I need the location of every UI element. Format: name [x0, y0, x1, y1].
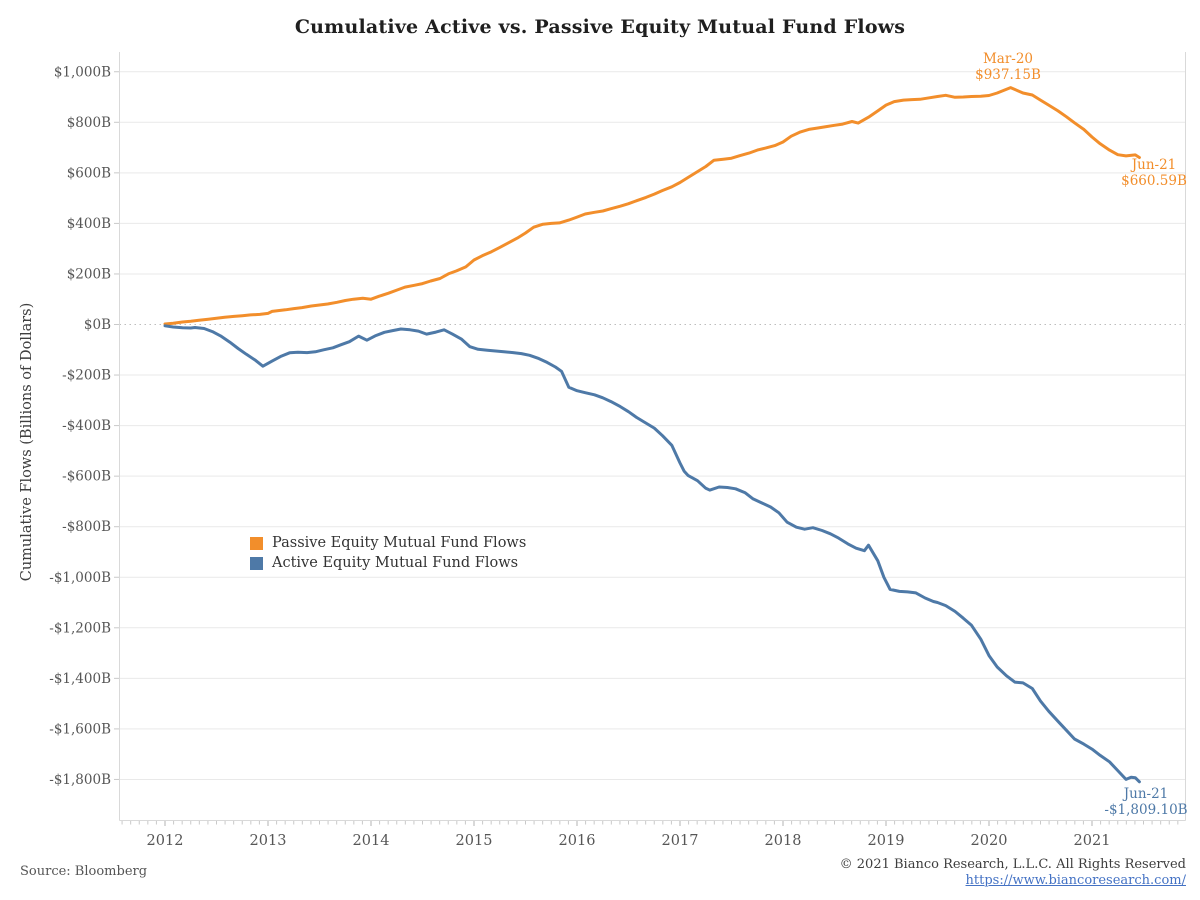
- svg-text:$400B: $400B: [67, 216, 111, 232]
- x-ticks: [121, 820, 1179, 826]
- passive-series-swatch: [250, 536, 263, 550]
- legend-label-active: Active Equity Mutual Fund Flows: [272, 555, 519, 571]
- plot-area: $1,000B $800B $600B $400B $200B $0B -$200B -$40…: [49, 52, 1186, 849]
- svg-text:-$1,800B: -$1,800B: [49, 772, 111, 788]
- svg-text:$200B: $200B: [67, 266, 111, 282]
- svg-text:2015: 2015: [456, 833, 493, 849]
- annotation-jun21-active-date: Jun-21: [1123, 786, 1169, 802]
- svg-text:-$600B: -$600B: [62, 469, 111, 485]
- y-tick-labels: $1,000B $800B $600B $400B $200B $0B -$200B -$40…: [49, 64, 111, 788]
- source-label: Source: Bloomberg: [20, 864, 148, 879]
- svg-text:$0B: $0B: [84, 317, 111, 333]
- annotation-jun21-active: Jun-21 -$1,809.10B: [1104, 786, 1188, 818]
- svg-text:-$800B: -$800B: [62, 519, 111, 535]
- svg-text:2016: 2016: [559, 833, 596, 849]
- legend-label-passive: Passive Equity Mutual Fund Flows: [272, 535, 527, 551]
- svg-text:2013: 2013: [250, 833, 287, 849]
- annotation-jun21-passive: Jun-21 $660.59B: [1121, 157, 1187, 189]
- y-gridlines: [114, 71, 1186, 780]
- svg-text:2020: 2020: [971, 833, 1008, 849]
- active-series-swatch: [250, 556, 263, 570]
- annotation-mar20-peak: Mar-20 $937.15B: [975, 51, 1041, 83]
- annotation-mar20-value: $937.15B: [975, 66, 1041, 83]
- svg-text:-$400B: -$400B: [62, 418, 111, 434]
- legend: Passive Equity Mutual Fund Flows Active …: [250, 533, 526, 573]
- annotation-jun21-active-value: -$1,809.10B: [1104, 801, 1188, 818]
- svg-text:$600B: $600B: [67, 165, 111, 181]
- svg-text:2014: 2014: [353, 833, 390, 849]
- svg-text:-$1,000B: -$1,000B: [49, 570, 111, 586]
- annotation-mar20-date: Mar-20: [982, 51, 1034, 67]
- svg-text:-$200B: -$200B: [62, 368, 111, 384]
- svg-text:-$1,600B: -$1,600B: [49, 721, 111, 737]
- svg-text:2019: 2019: [868, 833, 905, 849]
- svg-text:$1,000B: $1,000B: [54, 64, 111, 80]
- legend-item-active: Active Equity Mutual Fund Flows: [250, 553, 526, 573]
- svg-text:2021: 2021: [1074, 833, 1111, 849]
- page-title: Cumulative Active vs. Passive Equity Mut…: [294, 16, 906, 38]
- svg-text:2017: 2017: [662, 833, 699, 849]
- svg-text:$800B: $800B: [67, 115, 111, 131]
- active-flows-line: [163, 324, 1141, 784]
- svg-text:2012: 2012: [147, 833, 184, 849]
- svg-text:-$1,200B: -$1,200B: [49, 620, 111, 636]
- footer-attribution: © 2021 Bianco Research, L.L.C. All Right…: [840, 857, 1186, 889]
- passive-flows-line: [163, 86, 1141, 326]
- x-tick-labels: 2012 2013 2014 2015 2016 2017 2018 2019 2020 2021: [147, 833, 1111, 849]
- svg-text:2018: 2018: [765, 833, 802, 849]
- legend-item-passive: Passive Equity Mutual Fund Flows: [250, 533, 526, 553]
- biancoresearch-link[interactable]: https://www.biancoresearch.com/: [965, 873, 1186, 888]
- annotation-jun21-passive-value: $660.59B: [1121, 172, 1187, 189]
- copyright-text: © 2021 Bianco Research, L.L.C. All Right…: [839, 857, 1186, 872]
- plot-border: [119, 52, 1186, 821]
- annotation-jun21-passive-date: Jun-21: [1131, 157, 1177, 173]
- svg-text:-$1,400B: -$1,400B: [49, 671, 111, 687]
